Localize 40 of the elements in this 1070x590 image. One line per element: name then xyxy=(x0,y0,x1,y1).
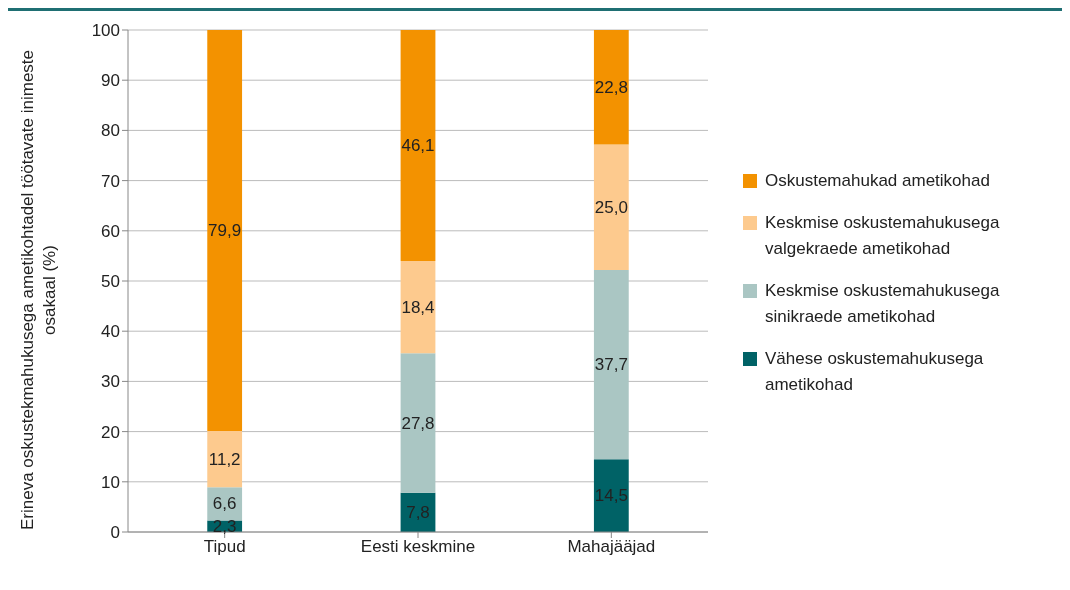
y-tick-label: 20 xyxy=(101,422,120,442)
bar xyxy=(207,30,243,432)
data-label: 27,8 xyxy=(401,413,435,433)
data-label: 2,3 xyxy=(212,516,237,536)
y-tick-label: 30 xyxy=(101,372,120,392)
bar xyxy=(593,459,629,532)
bar xyxy=(400,260,436,354)
y-axis-title: Erineva oskustekmahukusega ametikohtadel töötavate inimeste osakaal (%) xyxy=(17,48,60,533)
legend-label: Keskmise oskustemahukusega sinikraede ametikohad xyxy=(765,280,1001,328)
data-label: 6,6 xyxy=(212,494,237,514)
data-label: 18,4 xyxy=(401,297,435,317)
legend-label: Keskmise oskustemahukusega valgekraede ametikohad xyxy=(765,212,1001,260)
y-tick-label: 50 xyxy=(101,272,120,292)
y-tick-label: 0 xyxy=(110,523,120,543)
y-tick-label: 90 xyxy=(101,71,120,91)
x-tick-label: Tipud xyxy=(203,537,246,557)
data-label: 22,8 xyxy=(594,77,628,97)
bar xyxy=(400,353,436,493)
bar xyxy=(593,269,629,460)
x-tick-label: Mahajääjad xyxy=(567,537,656,557)
y-tick-label: 60 xyxy=(101,221,120,241)
legend-label: Vähese oskustemahukusega ametikohad xyxy=(765,348,985,396)
data-label: 46,1 xyxy=(401,135,435,155)
bar xyxy=(593,144,629,270)
y-tick-label: 10 xyxy=(101,472,120,492)
y-tick-label: 100 xyxy=(91,21,120,41)
bar xyxy=(207,431,243,488)
legend-label: Oskustemahukad ametikohad xyxy=(765,170,990,192)
data-label: 25,0 xyxy=(594,197,628,217)
y-tick-label: 40 xyxy=(101,322,120,342)
data-label: 37,7 xyxy=(594,355,628,375)
data-label: 14,5 xyxy=(594,486,628,506)
data-label: 7,8 xyxy=(406,502,430,522)
x-tick-label: Eesti keskmine xyxy=(360,537,476,557)
bar xyxy=(593,30,629,145)
y-tick-label: 70 xyxy=(101,171,120,191)
bar xyxy=(400,30,436,261)
data-label: 79,9 xyxy=(208,221,242,241)
data-label: 11,2 xyxy=(208,449,241,469)
y-tick-label: 80 xyxy=(101,121,120,141)
